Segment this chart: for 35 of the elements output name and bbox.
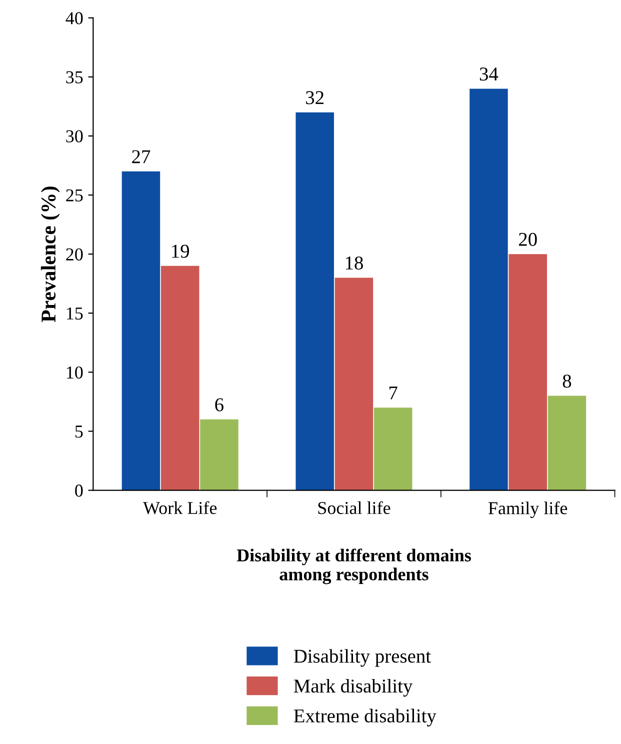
data-label: 27 [132, 150, 150, 164]
x-tick-label: Social life [318, 501, 390, 514]
bar [334, 278, 374, 490]
y-tick-label: 10 [66, 366, 83, 379]
data-label: 34 [480, 68, 498, 81]
y-tick-label: 40 [66, 12, 83, 24]
x-tick-label: Work Life [142, 501, 217, 514]
data-label: 7 [390, 386, 398, 400]
bar [374, 408, 412, 490]
bar [296, 112, 334, 490]
x-axis-title: Disability at different domains among respondents [236, 548, 471, 584]
bar [470, 88, 508, 490]
legend-label: Mark disability [294, 678, 413, 697]
data-label: 8 [562, 374, 572, 388]
data-label: 18 [346, 256, 363, 270]
legend-label: Disability present [294, 649, 431, 667]
x-tick-label: Family life [488, 501, 568, 518]
bar [122, 171, 160, 490]
data-label: 6 [215, 398, 224, 412]
bar [508, 254, 547, 490]
y-tick-label: 5 [75, 426, 83, 438]
y-tick-label: 30 [66, 130, 83, 142]
y-tick-label: 20 [66, 248, 83, 261]
bar [160, 266, 200, 490]
y-tick-label: 25 [66, 189, 83, 202]
bar [548, 396, 586, 490]
y-tick-label: 35 [66, 71, 83, 84]
data-label: 20 [518, 232, 537, 246]
data-label: 32 [306, 91, 324, 104]
bar [200, 419, 238, 490]
data-label: 19 [172, 244, 190, 258]
y-tick-label: 15 [66, 307, 83, 320]
y-tick-label: 0 [75, 484, 83, 497]
legend-label: Extreme disability [294, 708, 436, 726]
y-axis-title: Prevalence (%) [40, 186, 60, 322]
